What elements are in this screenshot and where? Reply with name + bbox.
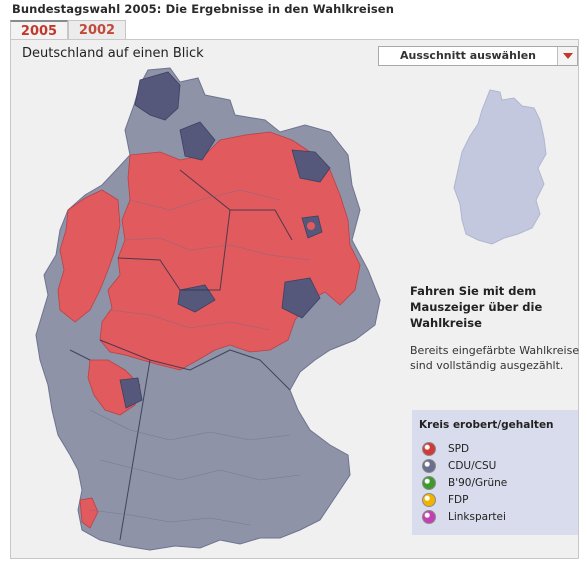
cdu-harz-region (177, 284, 216, 313)
region-select-label: Ausschnitt auswählen (399, 49, 537, 62)
germany-constituency-map[interactable] (30, 60, 390, 560)
gruene-dot-icon (422, 476, 436, 490)
cdu-saxony-region (281, 277, 321, 319)
legend-label: SPD (448, 443, 470, 455)
region-select[interactable]: Ausschnitt auswählen (378, 46, 578, 66)
cdu-coast-region (179, 121, 216, 161)
panel-heading: Deutschland auf einen Blick (22, 46, 204, 61)
berlin-spd-marker (307, 222, 315, 230)
constituency-lines (89, 189, 311, 526)
linke-dot-icon (422, 510, 436, 524)
cdu-dot-icon (422, 459, 436, 473)
spd-dot-icon (422, 442, 436, 456)
legend-label: Linkspartei (448, 511, 506, 523)
tab-2005[interactable]: 2005 (10, 20, 68, 40)
legend-label: B'90/Grüne (448, 477, 508, 489)
legend-label: FDP (448, 494, 469, 506)
legend: Kreis erobert/gehalten SPD CDU/CSU B'90/… (412, 410, 578, 535)
legend-title: Kreis erobert/gehalten (419, 419, 554, 431)
fdp-dot-icon (422, 493, 436, 507)
cdu-east-region (291, 149, 331, 183)
tab-2002[interactable]: 2002 (68, 20, 126, 40)
spd-west-region (57, 189, 121, 323)
dropdown-button[interactable] (557, 47, 577, 65)
cdu-hesse-region (119, 377, 143, 409)
spd-saar-region (79, 497, 99, 529)
state-borders (69, 169, 293, 541)
info-heading: Fahren Sie mit dem Mauszeiger über die W… (410, 284, 543, 330)
germany-overview-map (453, 89, 547, 245)
legend-label: CDU/CSU (448, 460, 497, 472)
chevron-down-icon (563, 53, 573, 59)
info-text: Bereits eingefärbte Wahlkreise sind voll… (410, 344, 580, 372)
cdu-north-region (134, 71, 181, 121)
page-title: Bundestagswahl 2005: Die Ergebnisse in d… (12, 2, 394, 16)
